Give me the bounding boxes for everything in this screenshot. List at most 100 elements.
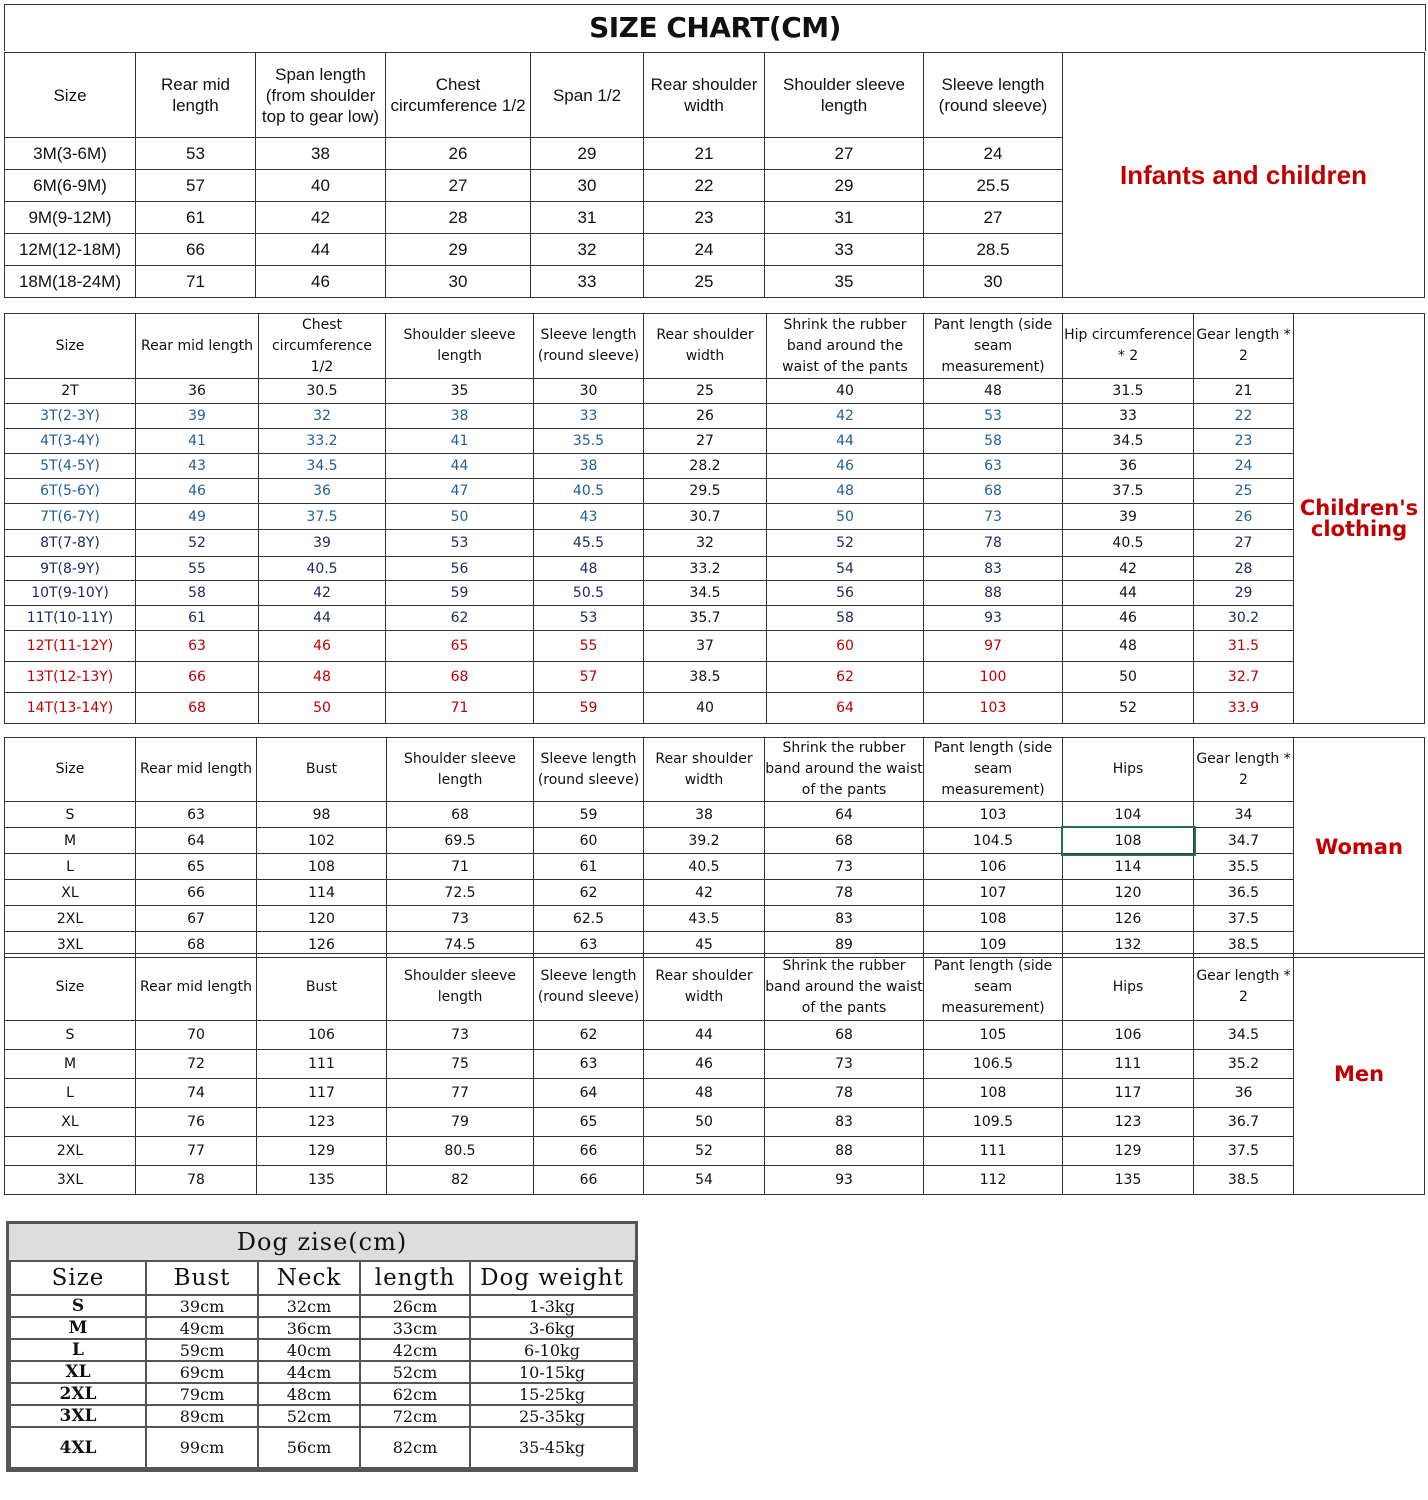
table-cell: 52	[135, 529, 259, 557]
table-cell: 68	[764, 827, 924, 854]
men-table: Size Rear mid length Bust Shoulder sleeve l…	[4, 953, 1425, 1195]
table-cell: 38.5	[643, 661, 767, 693]
table-cell: 42	[1062, 556, 1194, 581]
table-cell: 49	[135, 503, 259, 530]
infants-grid: Size Rear mid length Span length (from sho…	[4, 52, 1425, 298]
table-cell: L	[9, 1338, 147, 1362]
table-cell: 50	[766, 503, 924, 530]
table-cell: 50	[258, 692, 386, 724]
table-cell: 93	[923, 605, 1063, 631]
table-cell: 6M(6-9M)	[4, 169, 136, 202]
table-cell: 73	[764, 853, 924, 880]
table-cell: 57	[135, 169, 256, 202]
table-row: XL 76 123 79 65 50 83 109.5 123 36.7	[4, 1107, 1425, 1137]
table-row: S 39cm 32cm 26cm 1-3kg	[9, 1294, 635, 1318]
table-cell: 55	[533, 630, 644, 662]
table-cell: XL	[4, 1107, 136, 1137]
table-cell: 11T(10-11Y)	[4, 605, 136, 631]
table-cell: 27	[764, 137, 924, 170]
table-cell: 69cm	[145, 1360, 259, 1384]
table-cell: 60	[766, 630, 924, 662]
table-cell: L	[4, 1078, 136, 1108]
table-cell: 28.5	[923, 233, 1063, 266]
table-cell: 12M(12-18M)	[4, 233, 136, 266]
table-cell: 40.5	[1062, 529, 1194, 557]
table-row: L 74 117 77 64 48 78 108 117 36	[4, 1078, 1425, 1108]
table-cell: 53	[923, 403, 1063, 429]
table-cell: 12T(11-12Y)	[4, 630, 136, 662]
table-cell: 44	[255, 233, 386, 266]
table-cell: 66	[533, 1136, 644, 1166]
table-cell: 48	[643, 1078, 765, 1108]
column-header: Sleeve length (round sleeve)	[923, 52, 1063, 138]
column-header: length	[359, 1260, 471, 1296]
table-cell: 61	[135, 201, 256, 234]
table-cell: 29	[385, 233, 531, 266]
table-cell: 23	[643, 201, 765, 234]
column-header: Gear length * 2	[1193, 953, 1294, 1021]
table-cell: 33	[764, 233, 924, 266]
table-cell: 30.5	[258, 378, 386, 404]
table-cell: 29	[530, 137, 644, 170]
table-cell: 46	[135, 478, 259, 504]
header-row: Size Rear mid length Bust Shoulder sleeve l…	[4, 953, 1425, 1195]
table-cell: 36	[258, 478, 386, 504]
table-cell: 42cm	[359, 1338, 471, 1362]
table-cell: 71	[386, 853, 534, 880]
column-header: Rear shoulder width	[643, 313, 767, 379]
table-cell: 63	[135, 801, 257, 828]
table-cell: 29.5	[643, 478, 767, 504]
table-row: 6T(5-6Y) 46 36 47 40.5 29.5 48 68 37.5 25	[4, 478, 1425, 504]
table-cell: 103	[923, 801, 1063, 828]
column-header: Hips	[1062, 737, 1194, 802]
table-cell: 78	[764, 879, 924, 906]
table-row: 8T(7-8Y) 52 39 53 45.5 32 52 78 40.5 27	[4, 529, 1425, 557]
table-cell: 46	[258, 630, 386, 662]
table-cell: 108	[256, 853, 387, 880]
table-cell: 52	[643, 1136, 765, 1166]
table-cell: 66	[135, 879, 257, 906]
table-cell: 2XL	[9, 1382, 147, 1406]
table-row: XL 69cm 44cm 52cm 10-15kg	[9, 1360, 635, 1384]
table-cell: 37	[643, 630, 767, 662]
table-cell: 59	[533, 692, 644, 724]
column-header: Shrink the rubber band around the waist …	[766, 313, 924, 379]
column-header: Hips	[1062, 953, 1194, 1021]
table-cell: 58	[923, 428, 1063, 454]
men-grid: Size Rear mid length Bust Shoulder sleeve l…	[4, 953, 1425, 1195]
title-text: SIZE CHART(CM)	[4, 4, 1426, 51]
table-cell: 59	[385, 580, 534, 606]
table-cell: XL	[9, 1360, 147, 1384]
table-row: 4XL 99cm 56cm 82cm 35-45kg	[9, 1426, 635, 1469]
table-cell: 62.5	[533, 905, 644, 932]
table-cell: M	[9, 1316, 147, 1340]
table-cell: 83	[923, 556, 1063, 581]
table-row: L 65 108 71 61 40.5 73 106 114 35.5	[4, 853, 1425, 880]
table-cell: 61	[135, 605, 259, 631]
table-cell: S	[4, 801, 136, 828]
table-cell: 25	[643, 265, 765, 298]
table-cell: 126	[1062, 905, 1194, 932]
table-cell: 10T(9-10Y)	[4, 580, 136, 606]
table-cell: 32	[530, 233, 644, 266]
table-cell: 82	[386, 1165, 534, 1195]
table-cell: 108	[923, 1078, 1063, 1108]
table-cell: 97	[923, 630, 1063, 662]
table-cell: 2XL	[4, 905, 136, 932]
table-cell: 52	[766, 529, 924, 557]
table-cell: 32	[643, 529, 767, 557]
table-cell: 135	[256, 1165, 387, 1195]
table-cell: 21	[1193, 378, 1294, 404]
table-cell: 40cm	[257, 1338, 361, 1362]
table-cell: 78	[135, 1165, 257, 1195]
table-cell: 48	[766, 478, 924, 504]
table-cell: 78	[764, 1078, 924, 1108]
table-cell: 44cm	[257, 1360, 361, 1384]
table-cell: 41	[135, 428, 259, 454]
table-cell: 52cm	[257, 1404, 361, 1428]
table-cell: 38	[643, 801, 765, 828]
table-cell: 106	[256, 1020, 387, 1050]
table-cell: 80.5	[386, 1136, 534, 1166]
table-cell: S	[9, 1294, 147, 1318]
table-cell: 104.5	[923, 827, 1063, 854]
